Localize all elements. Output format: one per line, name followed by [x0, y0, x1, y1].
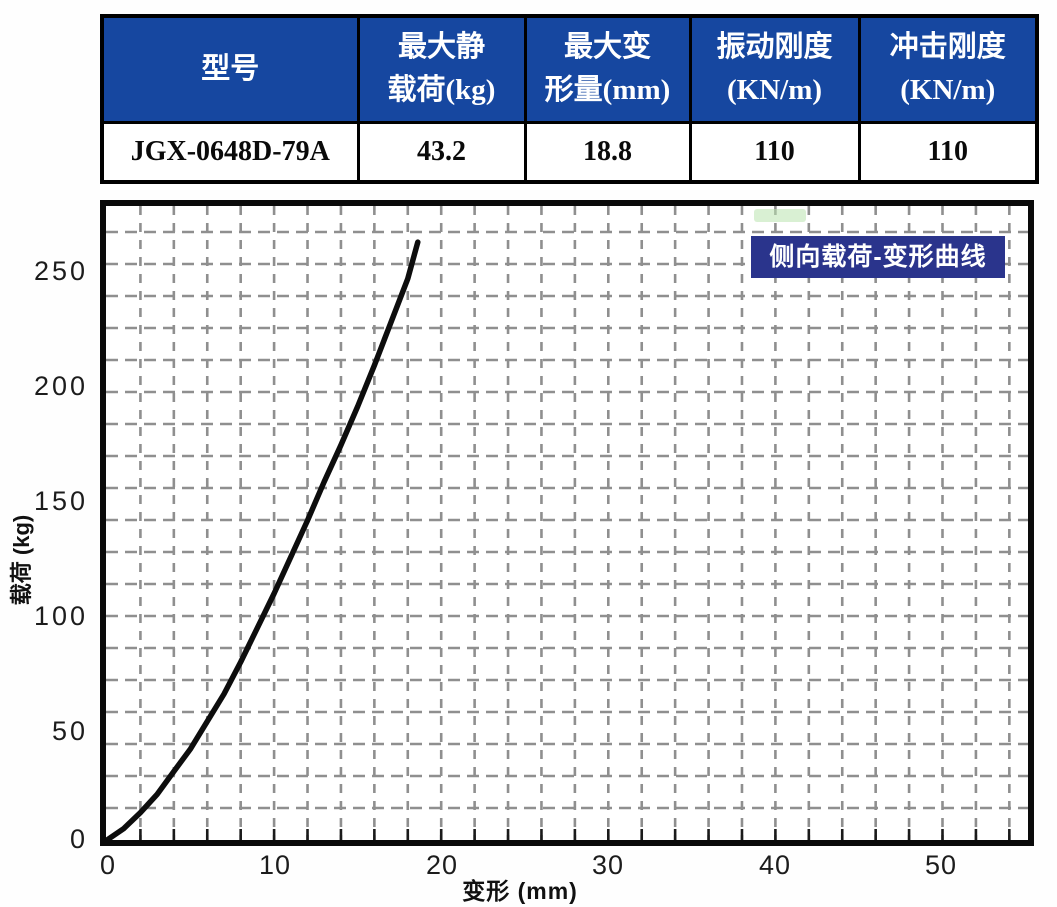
- load-deformation-curve: [106, 239, 421, 840]
- grid-lines: [106, 206, 1028, 840]
- spec-table: 型号 最大静 载荷(kg) 最大变 形量(mm) 振动刚度 (KN/m) 冲击刚…: [100, 14, 1039, 184]
- x-axis-title: 变形 (mm): [462, 878, 578, 904]
- x-tick-10: 10: [258, 850, 292, 880]
- x-tick-0: 0: [99, 850, 117, 880]
- y-axis-title: 载荷 (kg): [9, 514, 34, 606]
- col-header-max-static-load: 最大静 载荷(kg): [356, 14, 527, 124]
- y-tick-50: 50: [51, 716, 88, 746]
- cell-model: JGX-0648D-79A: [100, 120, 360, 184]
- y-tick-150: 150: [33, 486, 88, 516]
- x-tick-40: 40: [758, 850, 792, 880]
- cell-max-deformation: 18.8: [523, 120, 692, 184]
- cell-impact-stiffness: 110: [857, 120, 1039, 184]
- y-tick-100: 100: [33, 601, 88, 631]
- cell-max-static-load: 43.2: [356, 120, 527, 184]
- y-tick-250: 250: [33, 256, 88, 286]
- scan-artifact-green: [754, 209, 806, 222]
- col-header-vibration-stiffness: 振动刚度 (KN/m): [688, 14, 861, 124]
- spec-table-header-row: 型号 最大静 载荷(kg) 最大变 形量(mm) 振动刚度 (KN/m) 冲击刚…: [100, 14, 1039, 124]
- y-tick-200: 200: [33, 371, 88, 401]
- chart-area: 侧向载荷-变形曲线: [100, 200, 1034, 846]
- x-tick-50: 50: [924, 850, 958, 880]
- spec-table-data-row: JGX-0648D-79A 43.2 18.8 110 110: [100, 120, 1039, 184]
- x-tick-20: 20: [425, 850, 459, 880]
- x-tick-30: 30: [591, 850, 625, 880]
- col-header-model: 型号: [100, 14, 360, 124]
- cell-vibration-stiffness: 110: [688, 120, 861, 184]
- col-header-max-deformation: 最大变 形量(mm): [523, 14, 692, 124]
- y-tick-0: 0: [69, 824, 88, 854]
- chart-legend: 侧向载荷-变形曲线: [751, 236, 1005, 278]
- chart-plot-svg: [106, 206, 1028, 840]
- col-header-impact-stiffness: 冲击刚度 (KN/m): [857, 14, 1039, 124]
